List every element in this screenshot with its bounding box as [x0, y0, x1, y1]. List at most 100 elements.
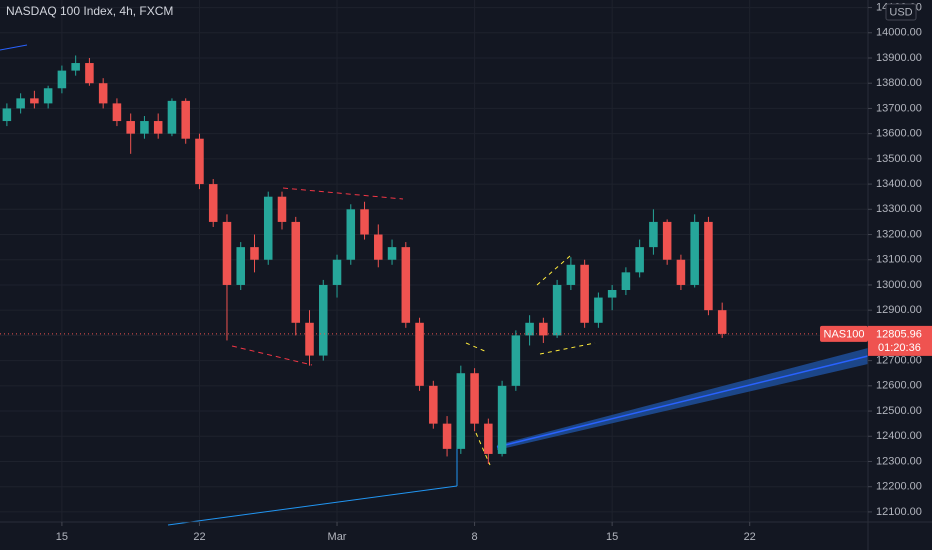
- pattern-line: [282, 187, 404, 200]
- candle-body: [16, 98, 25, 109]
- y-tick-label: 13000.00: [876, 279, 922, 291]
- candle-body: [263, 196, 273, 260]
- x-tick-label: 15: [56, 531, 68, 543]
- candle-body: [525, 322, 534, 336]
- y-tick-label: 13300.00: [876, 203, 922, 215]
- trend-line: [0, 44, 28, 51]
- x-tick-label: 22: [193, 531, 205, 543]
- candle-body: [649, 221, 658, 248]
- candle-body: [594, 297, 603, 323]
- candle-body: [415, 322, 424, 386]
- candle-body: [305, 322, 314, 356]
- x-tick-label: 15: [606, 531, 618, 543]
- candle-body: [539, 322, 548, 336]
- candle-body: [140, 121, 149, 134]
- y-tick-label: 13400.00: [876, 178, 922, 190]
- candle-body: [552, 284, 562, 336]
- y-tick-label: 13600.00: [876, 128, 922, 140]
- candle-body: [635, 247, 644, 273]
- candle-body: [43, 88, 53, 104]
- price-label: 12805.96: [876, 328, 922, 340]
- chart-title: NASDAQ 100 Index, 4h, FXCM: [6, 4, 173, 18]
- pattern-line: [475, 432, 491, 466]
- pattern-line: [231, 345, 313, 366]
- countdown-label: 01:20:36: [878, 342, 921, 354]
- candle-body: [607, 290, 617, 298]
- candle-body: [704, 221, 713, 311]
- y-tick-label: 12400.00: [876, 430, 922, 442]
- y-tick-label: 12300.00: [876, 455, 922, 467]
- x-tick-label: 22: [744, 531, 756, 543]
- y-tick-label: 13800.00: [876, 77, 922, 89]
- y-tick-label: 12700.00: [876, 355, 922, 367]
- candle-body: [126, 121, 135, 134]
- y-tick-label: 12500.00: [876, 405, 922, 417]
- trend-line: [167, 485, 458, 526]
- y-tick-label: 12200.00: [876, 481, 922, 493]
- candle-body: [717, 310, 727, 334]
- y-tick-label: 14000.00: [876, 27, 922, 39]
- pattern-line: [465, 342, 488, 353]
- candle-body: [580, 264, 589, 323]
- candle-body: [71, 63, 80, 71]
- candle-body: [222, 221, 232, 285]
- y-tick-label: 13200.00: [876, 228, 922, 240]
- y-tick-label: 12100.00: [876, 506, 922, 518]
- y-tick-label: 13500.00: [876, 153, 922, 165]
- candles: [2, 55, 727, 464]
- y-tick-label: 12600.00: [876, 380, 922, 392]
- candle-body: [332, 259, 342, 285]
- candle-body: [112, 103, 122, 122]
- candle-body: [208, 184, 218, 222]
- candle-body: [250, 247, 259, 260]
- grid: [0, 0, 868, 522]
- candle-body: [98, 83, 108, 104]
- symbol-box: [820, 325, 868, 342]
- candle-body: [470, 373, 479, 424]
- candle-body: [181, 100, 190, 139]
- candle-body: [153, 121, 163, 134]
- candle-body: [484, 423, 493, 454]
- symbol-label: NAS100: [824, 328, 865, 340]
- channel-line: [496, 355, 869, 448]
- y-tick-label: 13700.00: [876, 102, 922, 114]
- candle-body: [374, 234, 383, 260]
- price-box: [868, 325, 932, 356]
- candle-body: [511, 335, 521, 386]
- candle-body: [291, 221, 301, 323]
- candle-body: [57, 70, 67, 89]
- candle-body: [676, 259, 686, 285]
- candle-body: [387, 247, 397, 260]
- candle-body: [195, 138, 204, 185]
- candle-body: [662, 221, 672, 260]
- drawings: [0, 44, 869, 526]
- candle-body: [167, 100, 177, 134]
- y-tick-label: 13100.00: [876, 254, 922, 266]
- candle-body: [277, 196, 287, 222]
- currency: USD: [889, 6, 912, 18]
- currency-box[interactable]: [885, 3, 917, 21]
- candle-body: [456, 373, 466, 449]
- candle-body: [346, 209, 356, 260]
- candle-body: [401, 247, 411, 323]
- candle-body: [2, 108, 12, 122]
- candle-body: [30, 98, 39, 104]
- candle-body: [319, 284, 328, 356]
- candle-body: [690, 221, 699, 285]
- x-tick-label: Mar: [328, 531, 347, 543]
- candle-body: [429, 385, 438, 424]
- candle-body: [85, 63, 94, 84]
- x-tick-label: 8: [472, 531, 478, 543]
- candle-body: [360, 209, 369, 235]
- candle-body: [497, 385, 507, 454]
- candle-body: [621, 272, 631, 290]
- y-tick-label: 12900.00: [876, 304, 922, 316]
- pattern-line: [539, 342, 596, 355]
- y-tick-label: 13900.00: [876, 52, 922, 64]
- candle-body: [236, 247, 245, 285]
- candle-body: [566, 264, 576, 285]
